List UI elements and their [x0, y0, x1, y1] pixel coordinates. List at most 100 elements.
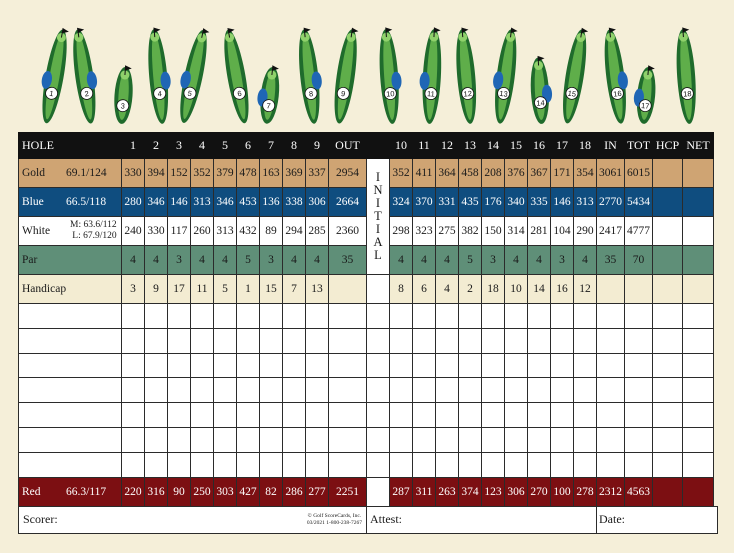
score-cell[interactable]: [573, 402, 597, 428]
tot-cell[interactable]: [624, 352, 653, 379]
score-cell[interactable]: [305, 451, 329, 478]
net-cell[interactable]: [682, 327, 714, 354]
score-cell[interactable]: [435, 303, 459, 329]
score-cell[interactable]: [573, 327, 597, 354]
score-cell[interactable]: [259, 352, 283, 379]
score-cell[interactable]: [190, 303, 214, 329]
score-cell[interactable]: [389, 377, 413, 404]
score-cell[interactable]: [259, 303, 283, 329]
score-cell[interactable]: [389, 426, 413, 453]
score-cell[interactable]: [527, 377, 551, 404]
score-cell[interactable]: [144, 377, 168, 404]
score-cell[interactable]: [435, 402, 459, 428]
score-cell[interactable]: [527, 352, 551, 379]
score-cell[interactable]: [481, 303, 505, 329]
score-cell[interactable]: [190, 426, 214, 453]
score-cell[interactable]: [282, 352, 306, 379]
score-cell[interactable]: [144, 426, 168, 453]
attest-cell[interactable]: Attest:: [366, 505, 597, 534]
score-cell[interactable]: [412, 377, 436, 404]
score-cell[interactable]: [458, 352, 482, 379]
player-name-cell[interactable]: [18, 303, 122, 329]
tot-cell[interactable]: [624, 426, 653, 453]
score-cell[interactable]: [389, 451, 413, 478]
score-cell[interactable]: [259, 451, 283, 478]
out-cell[interactable]: [328, 402, 367, 428]
score-cell[interactable]: [121, 327, 145, 354]
score-cell[interactable]: [190, 402, 214, 428]
net-cell[interactable]: [682, 303, 714, 329]
score-cell[interactable]: [190, 451, 214, 478]
score-cell[interactable]: [550, 426, 574, 453]
player-name-cell[interactable]: [18, 327, 122, 354]
score-cell[interactable]: [121, 451, 145, 478]
score-cell[interactable]: [236, 352, 260, 379]
score-cell[interactable]: [412, 451, 436, 478]
score-cell[interactable]: [144, 327, 168, 354]
score-cell[interactable]: [282, 402, 306, 428]
score-cell[interactable]: [504, 451, 528, 478]
score-cell[interactable]: [412, 426, 436, 453]
initial-cell[interactable]: [366, 303, 390, 329]
score-cell[interactable]: [305, 377, 329, 404]
score-cell[interactable]: [504, 377, 528, 404]
score-cell[interactable]: [213, 352, 237, 379]
net-cell[interactable]: [682, 451, 714, 478]
in-cell[interactable]: [596, 451, 625, 478]
score-cell[interactable]: [282, 327, 306, 354]
score-cell[interactable]: [167, 377, 191, 404]
tot-cell[interactable]: [624, 451, 653, 478]
scorer-cell[interactable]: Scorer: © Golf ScoreCards, Inc. 03/2021 1-…: [18, 505, 367, 534]
out-cell[interactable]: [328, 451, 367, 478]
score-cell[interactable]: [213, 402, 237, 428]
score-cell[interactable]: [458, 377, 482, 404]
score-cell[interactable]: [282, 377, 306, 404]
score-cell[interactable]: [573, 377, 597, 404]
hcp-cell[interactable]: [652, 402, 683, 428]
initial-cell[interactable]: [366, 402, 390, 428]
hcp-cell[interactable]: [652, 303, 683, 329]
in-cell[interactable]: [596, 426, 625, 453]
score-cell[interactable]: [121, 352, 145, 379]
score-cell[interactable]: [412, 352, 436, 379]
score-cell[interactable]: [527, 451, 551, 478]
score-cell[interactable]: [573, 451, 597, 478]
score-cell[interactable]: [389, 402, 413, 428]
score-cell[interactable]: [504, 426, 528, 453]
score-cell[interactable]: [213, 327, 237, 354]
score-cell[interactable]: [259, 426, 283, 453]
score-cell[interactable]: [458, 426, 482, 453]
score-cell[interactable]: [121, 426, 145, 453]
score-cell[interactable]: [550, 451, 574, 478]
out-cell[interactable]: [328, 426, 367, 453]
score-cell[interactable]: [550, 303, 574, 329]
score-cell[interactable]: [458, 327, 482, 354]
score-cell[interactable]: [389, 352, 413, 379]
player-name-cell[interactable]: [18, 402, 122, 428]
out-cell[interactable]: [328, 303, 367, 329]
date-cell[interactable]: Date:: [596, 505, 718, 534]
score-cell[interactable]: [504, 327, 528, 354]
score-cell[interactable]: [282, 426, 306, 453]
score-cell[interactable]: [527, 402, 551, 428]
score-cell[interactable]: [305, 303, 329, 329]
hcp-cell[interactable]: [652, 451, 683, 478]
score-cell[interactable]: [236, 377, 260, 404]
score-cell[interactable]: [282, 451, 306, 478]
score-cell[interactable]: [458, 451, 482, 478]
score-cell[interactable]: [550, 352, 574, 379]
score-cell[interactable]: [435, 327, 459, 354]
score-cell[interactable]: [190, 327, 214, 354]
score-cell[interactable]: [167, 303, 191, 329]
initial-cell[interactable]: [366, 327, 390, 354]
score-cell[interactable]: [458, 303, 482, 329]
score-cell[interactable]: [481, 377, 505, 404]
in-cell[interactable]: [596, 352, 625, 379]
out-cell[interactable]: [328, 327, 367, 354]
tot-cell[interactable]: [624, 303, 653, 329]
score-cell[interactable]: [435, 451, 459, 478]
net-cell[interactable]: [682, 426, 714, 453]
out-cell[interactable]: [328, 352, 367, 379]
score-cell[interactable]: [458, 402, 482, 428]
score-cell[interactable]: [144, 303, 168, 329]
